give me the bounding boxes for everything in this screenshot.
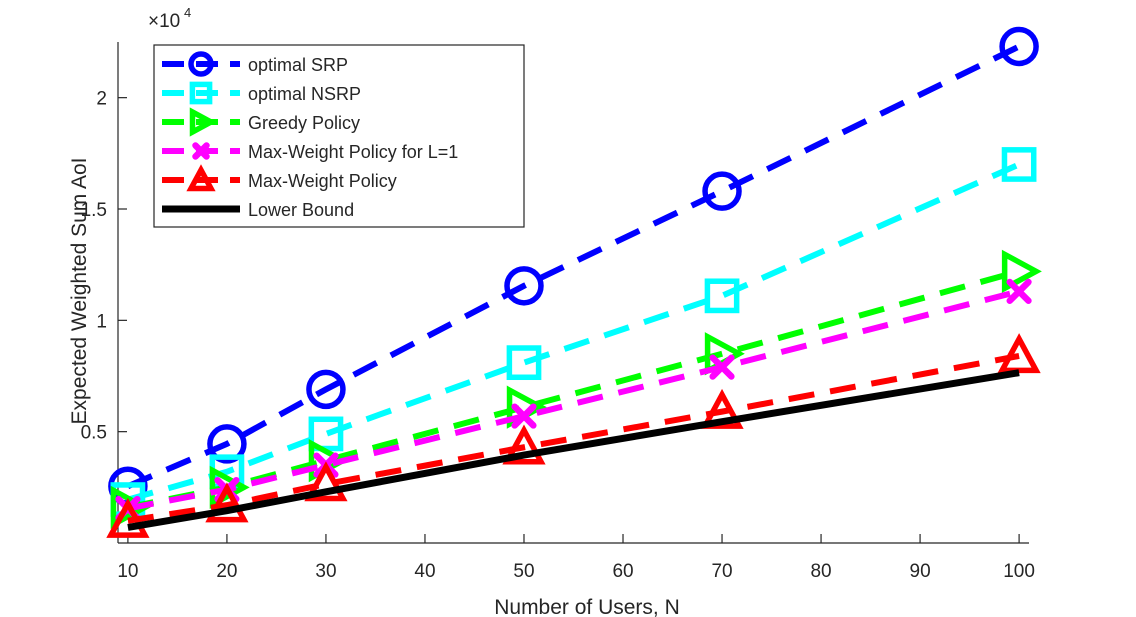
plot-area [106, 26, 1042, 538]
x-tick-label: 70 [711, 561, 732, 582]
data-point [504, 266, 544, 306]
x-tick-label: 90 [910, 561, 931, 582]
legend-marker [188, 51, 214, 77]
x-tick-label: 60 [612, 561, 633, 582]
x-tick-label: 20 [216, 561, 237, 582]
legend-entry: Max-Weight Policy [162, 164, 397, 192]
legend-marker [189, 107, 217, 137]
data-point [997, 333, 1041, 374]
series-max-weight-policy [106, 333, 1041, 538]
data-point [207, 424, 247, 464]
legend: optimal SRP optimal NSRP Greedy Policy Max-… [153, 44, 525, 228]
legend-entry: Max-Weight Policy for L=1 [162, 142, 458, 162]
legend-label: Greedy Policy [248, 113, 360, 133]
legend-marker [192, 142, 210, 160]
legend-marker [186, 164, 216, 192]
data-point [700, 388, 744, 429]
data-point [106, 497, 150, 538]
x-tick-label: 100 [1003, 561, 1035, 582]
data-point [1001, 249, 1042, 293]
y-exponent-power: 4 [184, 5, 191, 20]
y-axis-label: Expected Weighted Sum AoI [68, 158, 91, 425]
legend-label: optimal SRP [248, 55, 348, 75]
data-point [205, 482, 249, 523]
data-point [1001, 147, 1037, 182]
series-line [127, 288, 1020, 512]
legend-label: Max-Weight Policy for L=1 [248, 142, 458, 162]
y-exponent: ×10 4 [148, 5, 191, 32]
data-point [704, 278, 740, 314]
data-point [502, 424, 546, 465]
x-tick-label: 10 [117, 561, 138, 582]
series-line [127, 369, 1020, 531]
data-point [110, 485, 151, 529]
y-tick-label: 0.5 [81, 423, 107, 444]
data-point [304, 461, 348, 502]
y-tick-label: 1.5 [81, 200, 107, 221]
data-point [506, 345, 542, 381]
legend-label: optimal NSRP [248, 84, 361, 104]
series-line [127, 353, 1020, 524]
data-point [511, 403, 537, 429]
x-tick-label: 80 [810, 561, 831, 582]
data-point [1006, 278, 1032, 304]
legend-label: Max-Weight Policy [248, 171, 397, 191]
data-point [702, 171, 742, 211]
y-exponent-base: ×10 [148, 11, 180, 32]
legend-entry: Greedy Policy [162, 107, 360, 137]
legend-marker [189, 81, 213, 105]
legend-entry: optimal NSRP [162, 81, 361, 105]
data-point [306, 369, 346, 410]
x-tick-label: 40 [414, 561, 435, 582]
y-tick-label: 2 [96, 89, 107, 110]
y-tick-label: 1 [96, 311, 107, 332]
x-tick-label: 30 [315, 561, 336, 582]
legend-label: Lower Bound [248, 200, 354, 220]
series-lower-bound [127, 369, 1020, 531]
legend-box [153, 44, 525, 228]
data-point [999, 26, 1039, 67]
legend-entry: Lower Bound [162, 200, 354, 220]
x-tick-label: 50 [513, 561, 534, 582]
x-axis-label: Number of Users, N [494, 596, 680, 617]
series-line [127, 268, 1020, 511]
series-max-weight-policy-for-l-1 [115, 278, 1032, 522]
legend-entry: optimal SRP [162, 51, 348, 77]
axes: 10 20 30 40 50 60 70 80 90 100 0.5 1 1.5 2 [81, 42, 1035, 582]
data-point [709, 354, 735, 380]
